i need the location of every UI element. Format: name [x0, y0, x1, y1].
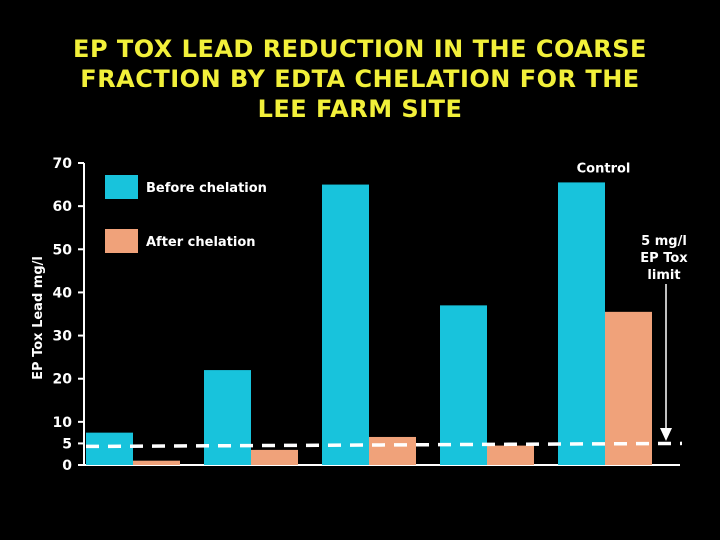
annotation-line-2: EP Tox — [640, 251, 688, 266]
annotation-arrow-head — [660, 428, 672, 441]
bar-before-chelation — [322, 184, 369, 466]
y-axis-label: EP Tox Lead mg/l — [31, 256, 46, 380]
legend-label-after: After chelation — [146, 235, 256, 250]
bar-before-chelation — [440, 305, 487, 465]
y-tick-label: 60 — [53, 199, 73, 215]
bar-after-chelation — [605, 311, 652, 465]
y-tick-label: 70 — [53, 156, 73, 172]
bar-before-chelation — [558, 182, 605, 465]
limit-reference-line — [85, 441, 683, 449]
category-label: Control — [577, 161, 631, 176]
bars: Control — [85, 161, 683, 466]
y-tick-label: 0 — [62, 458, 72, 474]
y-tick-label: 30 — [53, 329, 73, 345]
legend-label-before: Before chelation — [146, 181, 267, 196]
legend-swatch-after — [105, 229, 138, 253]
title-line-2: FRACTION BY EDTA CHELATION FOR THE — [80, 65, 640, 93]
annotation-line-3: limit — [647, 268, 680, 283]
legend-swatch-before — [105, 175, 138, 199]
bar-after-chelation — [133, 460, 180, 465]
bar-before-chelation — [86, 432, 133, 465]
bar-after-chelation — [251, 449, 298, 465]
chart-title: EP TOX LEAD REDUCTION IN THE COARSE FRAC… — [40, 34, 680, 124]
limit-annotation: 5 mg/l EP Tox limit — [640, 234, 688, 441]
y-tick-label: 50 — [53, 242, 73, 258]
y-tick-label: 20 — [53, 372, 73, 388]
annotation-line-1: 5 mg/l — [641, 234, 687, 249]
legend: Before chelation After chelation — [105, 175, 267, 253]
y-tick-label: 40 — [53, 285, 73, 301]
y-tick-label: 5 — [62, 436, 72, 452]
bar-after-chelation — [369, 436, 416, 465]
y-tick-label: 10 — [53, 415, 73, 431]
bar-after-chelation — [487, 445, 534, 465]
title-line-1: EP TOX LEAD REDUCTION IN THE COARSE — [73, 35, 647, 63]
bar-before-chelation — [204, 370, 251, 465]
title-line-3: LEE FARM SITE — [257, 95, 463, 123]
